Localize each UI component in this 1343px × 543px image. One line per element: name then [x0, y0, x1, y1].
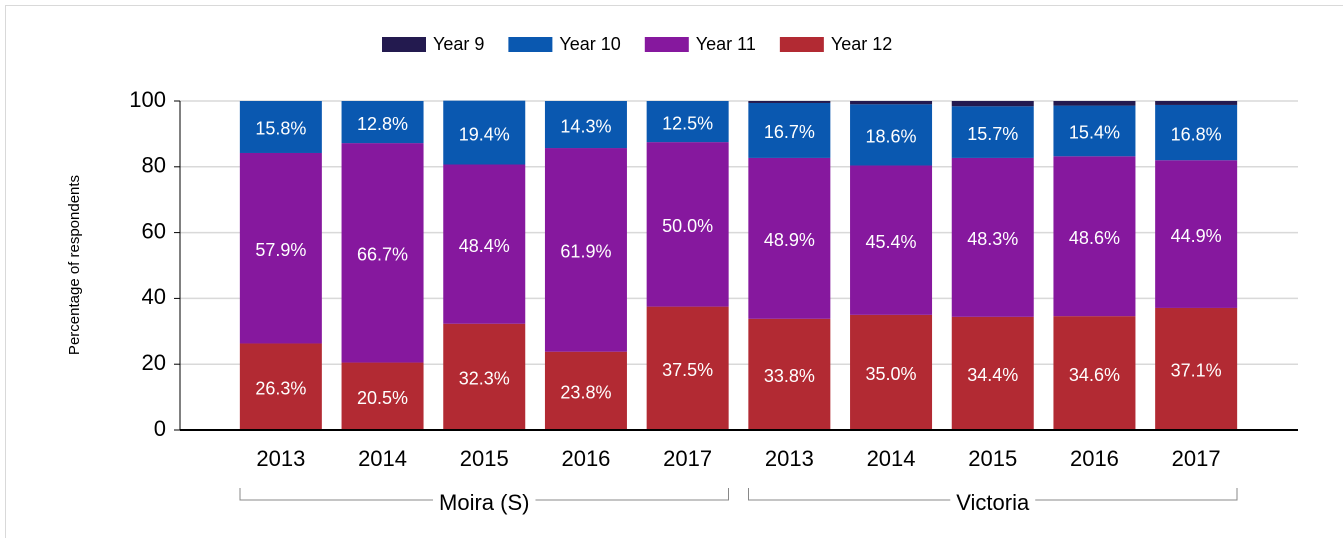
y-tick-label: 80: [142, 153, 166, 178]
bar-segment: [748, 101, 830, 103]
legend-label: Year 10: [559, 34, 620, 54]
data-label: 37.5%: [662, 360, 713, 380]
legend-swatch: [645, 37, 689, 52]
data-label: 12.8%: [357, 114, 408, 134]
x-tick-label: 2017: [663, 446, 712, 471]
bar-segment: [1155, 101, 1237, 105]
x-tick-label: 2013: [765, 446, 814, 471]
x-tick-label: 2014: [358, 446, 407, 471]
group-label: Victoria: [956, 490, 1030, 515]
x-tick-label: 2014: [867, 446, 916, 471]
data-label: 14.3%: [560, 116, 611, 136]
legend-swatch: [508, 37, 552, 52]
data-label: 15.8%: [255, 119, 306, 139]
data-label: 33.8%: [764, 366, 815, 386]
x-tick-label: 2017: [1172, 446, 1221, 471]
legend-swatch: [780, 37, 824, 52]
x-tick-label: 2015: [460, 446, 509, 471]
data-label: 45.4%: [866, 232, 917, 252]
y-axis-label: Percentage of respondents: [66, 175, 83, 355]
data-label: 34.6%: [1069, 365, 1120, 385]
data-label: 23.8%: [560, 383, 611, 403]
x-tick-label: 2016: [561, 446, 610, 471]
y-tick-label: 0: [154, 416, 166, 441]
data-label: 15.4%: [1069, 123, 1120, 143]
data-label: 48.4%: [459, 236, 510, 256]
legend-label: Year 11: [696, 34, 756, 54]
legend-label: Year 9: [433, 34, 484, 54]
data-label: 16.7%: [764, 122, 815, 142]
legend-label: Year 12: [831, 34, 892, 54]
bar-segment: [1053, 101, 1135, 106]
data-label: 37.1%: [1171, 361, 1222, 381]
data-label: 61.9%: [560, 242, 611, 262]
data-label: 48.6%: [1069, 228, 1120, 248]
data-label: 48.9%: [764, 230, 815, 250]
data-label: 66.7%: [357, 245, 408, 265]
y-tick-label: 20: [142, 350, 166, 375]
data-label: 44.9%: [1171, 226, 1222, 246]
data-label: 12.5%: [662, 113, 713, 133]
data-label: 20.5%: [357, 388, 408, 408]
y-tick-label: 40: [142, 284, 166, 309]
group-label: Moira (S): [439, 490, 529, 515]
data-label: 16.8%: [1171, 124, 1222, 144]
data-label: 50.0%: [662, 216, 713, 236]
y-tick-label: 100: [129, 87, 166, 112]
data-label: 19.4%: [459, 124, 510, 144]
data-label: 15.7%: [967, 124, 1018, 144]
x-tick-label: 2016: [1070, 446, 1119, 471]
data-label: 34.4%: [967, 365, 1018, 385]
y-tick-label: 60: [142, 218, 166, 243]
legend-swatch: [382, 37, 426, 52]
data-label: 32.3%: [459, 369, 510, 389]
data-label: 26.3%: [255, 378, 306, 398]
bar-segment: [850, 101, 932, 104]
data-label: 57.9%: [255, 240, 306, 260]
bar-segment: [952, 101, 1034, 106]
x-tick-label: 2015: [968, 446, 1017, 471]
data-label: 35.0%: [866, 364, 917, 384]
x-tick-label: 2013: [256, 446, 305, 471]
data-label: 18.6%: [866, 127, 917, 147]
data-label: 48.3%: [967, 229, 1018, 249]
